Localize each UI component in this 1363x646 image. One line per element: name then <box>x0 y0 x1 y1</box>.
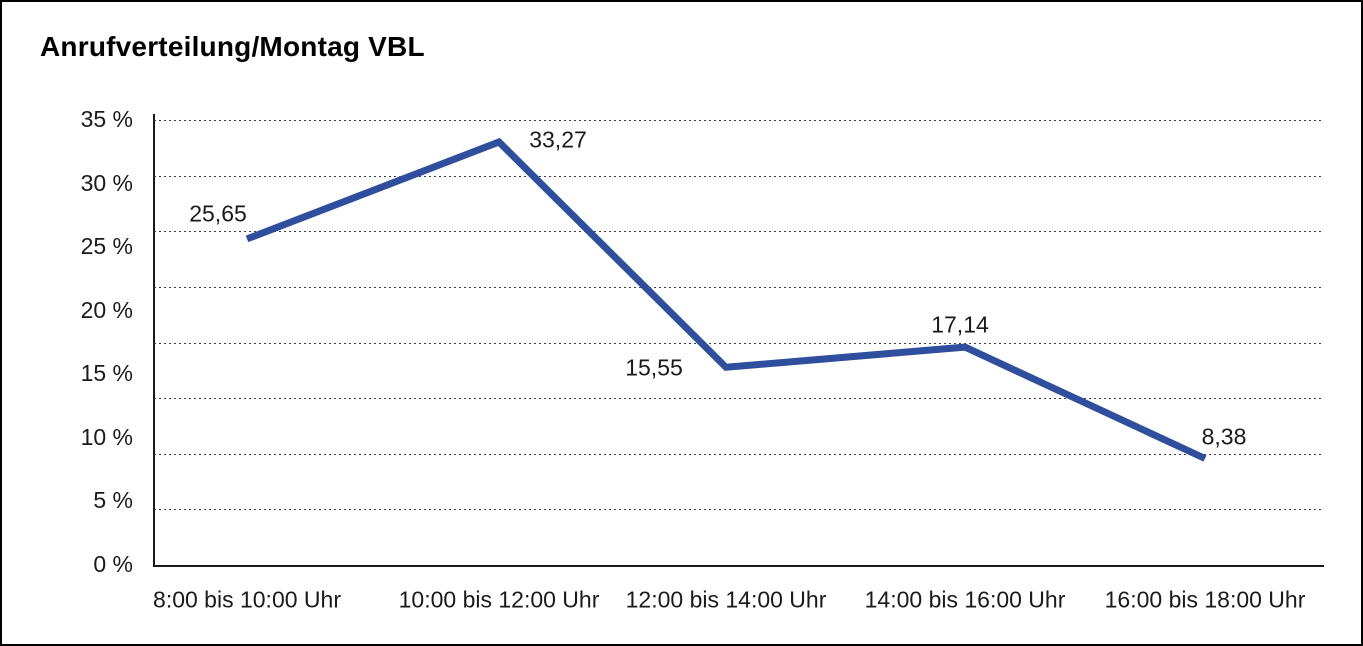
y-axis-tick-label: 20 % <box>80 296 133 323</box>
gridline <box>154 342 1324 344</box>
data-point-label: 33,27 <box>529 126 587 153</box>
gridline <box>154 286 1324 288</box>
chart-title: Anrufverteilung/Montag VBL <box>40 31 425 62</box>
data-point-label: 15,55 <box>625 354 683 381</box>
y-axis-line <box>153 114 155 567</box>
y-axis-tick-label: 25 % <box>80 233 133 260</box>
x-axis-category-label: 16:00 bis 18:00 Uhr <box>1104 586 1306 613</box>
y-axis-tick-label: 15 % <box>80 360 133 387</box>
gridline <box>154 120 1324 121</box>
plot-area <box>154 120 1324 565</box>
data-point-label: 8,38 <box>1201 423 1247 450</box>
data-line <box>245 137 1207 462</box>
x-axis-category-label: 10:00 bis 12:00 Uhr <box>398 586 600 613</box>
x-axis-category-label: 12:00 bis 14:00 Uhr <box>625 586 827 613</box>
x-axis-category-label: 14:00 bis 16:00 Uhr <box>864 586 1066 613</box>
gridline <box>154 453 1324 455</box>
y-axis-tick-label: 35 % <box>80 105 133 132</box>
x-axis-line <box>153 565 1324 567</box>
y-axis-tick-label: 10 % <box>80 423 133 450</box>
data-point-label: 17,14 <box>931 311 989 338</box>
gridline <box>154 175 1324 177</box>
gridline <box>154 509 1324 511</box>
gridline <box>154 231 1324 233</box>
line-series-svg <box>245 137 1207 462</box>
y-axis-tick-label: 30 % <box>80 169 133 196</box>
gridline <box>154 398 1324 400</box>
data-point-label: 25,65 <box>189 200 247 227</box>
y-axis-tick-label: 0 % <box>93 550 133 577</box>
y-axis-tick-label: 5 % <box>93 487 133 514</box>
x-axis-category-label: 8:00 bis 10:00 Uhr <box>153 586 341 613</box>
